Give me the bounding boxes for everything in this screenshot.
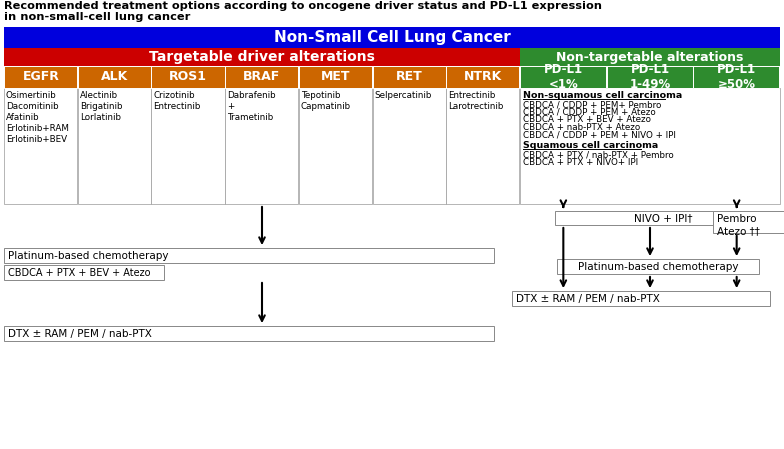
Text: ALK: ALK (101, 70, 129, 84)
Bar (372, 66, 446, 88)
Text: CBDCA + PTX + BEV + Atezo: CBDCA + PTX + BEV + Atezo (523, 115, 651, 124)
Text: PD-L1
≥50%: PD-L1 ≥50% (717, 63, 757, 91)
Bar (446, 88, 520, 204)
Text: PD-L1
1-49%: PD-L1 1-49% (630, 63, 670, 91)
Text: RET: RET (396, 70, 423, 84)
Bar (299, 66, 372, 88)
Text: Non-squamous cell carcinoma: Non-squamous cell carcinoma (523, 91, 682, 100)
Bar (520, 88, 780, 204)
Bar (4, 66, 77, 88)
Bar (4, 326, 494, 341)
Bar (520, 66, 606, 88)
Text: Selpercatinib: Selpercatinib (375, 91, 432, 100)
Text: Crizotinib
Entrectinib: Crizotinib Entrectinib (154, 91, 201, 111)
Text: CBDCA + PTX + BEV + Atezo: CBDCA + PTX + BEV + Atezo (8, 268, 151, 278)
Bar (4, 48, 520, 66)
Text: Non-Small Cell Lung Cancer: Non-Small Cell Lung Cancer (274, 30, 510, 45)
Bar (78, 88, 151, 204)
Text: EGFR: EGFR (23, 70, 60, 84)
Bar (225, 66, 299, 88)
Text: CBDCA + nab-PTX + Atezo: CBDCA + nab-PTX + Atezo (523, 123, 641, 132)
Bar (151, 88, 225, 204)
Text: Squamous cell carcinoma: Squamous cell carcinoma (523, 141, 659, 150)
Text: Tepotinib
Capmatinib: Tepotinib Capmatinib (301, 91, 351, 111)
Text: DTX ± RAM / PEM / nab-PTX: DTX ± RAM / PEM / nab-PTX (516, 294, 660, 304)
Bar (555, 211, 713, 225)
Text: Platinum-based chemotherapy: Platinum-based chemotherapy (578, 261, 739, 272)
Text: DTX ± RAM / PEM / nab-PTX: DTX ± RAM / PEM / nab-PTX (8, 329, 152, 339)
Text: Alectinib
Brigatinib
Lorlatinib: Alectinib Brigatinib Lorlatinib (80, 91, 122, 122)
Text: CBDCA / CDDP + PEM + Atezo: CBDCA / CDDP + PEM + Atezo (523, 107, 655, 116)
Text: NTRK: NTRK (464, 70, 503, 84)
Text: ROS1: ROS1 (169, 70, 207, 84)
Text: Osimertinib
Dacomitinib
Afatinib
Erlotinib+RAM
Erlotinib+BEV: Osimertinib Dacomitinib Afatinib Erlotin… (6, 91, 69, 145)
Text: CBDCA + PTX + NIVO+ IPI: CBDCA + PTX + NIVO+ IPI (523, 158, 638, 167)
Bar (693, 66, 779, 88)
Bar (4, 248, 494, 263)
Bar (4, 27, 780, 48)
Text: Platinum-based chemotherapy: Platinum-based chemotherapy (8, 251, 169, 261)
Text: Entrectinib
Larotrectinib: Entrectinib Larotrectinib (448, 91, 503, 111)
Text: CBDCA / CDDP + PEM + NIVO + IPI: CBDCA / CDDP + PEM + NIVO + IPI (523, 130, 676, 139)
Text: Pembro
Atezo ††: Pembro Atezo †† (717, 214, 760, 237)
Text: Recommended treatment options according to oncogene driver status and PD-L1 expr: Recommended treatment options according … (4, 1, 602, 11)
Bar (4, 88, 77, 204)
Bar (4, 265, 164, 280)
Text: MET: MET (321, 70, 350, 84)
Bar (225, 88, 299, 204)
Bar (151, 66, 225, 88)
Bar (607, 66, 693, 88)
Bar (446, 66, 520, 88)
Text: in non-small-cell lung cancer: in non-small-cell lung cancer (4, 12, 191, 22)
Text: CBDCA / CDDP + PEM+ Pembro: CBDCA / CDDP + PEM+ Pembro (523, 100, 662, 109)
Bar (520, 48, 780, 66)
Text: Non-targetable alterations: Non-targetable alterations (557, 50, 744, 63)
Bar (557, 259, 759, 274)
Bar (512, 291, 770, 306)
Text: PD-L1
<1%: PD-L1 <1% (544, 63, 583, 91)
Text: Dabrafenib
+
Trametinib: Dabrafenib + Trametinib (227, 91, 276, 122)
Text: BRAF: BRAF (243, 70, 281, 84)
Text: CBDCA + PTX / nab-PTX + Pembro: CBDCA + PTX / nab-PTX + Pembro (523, 150, 673, 159)
Bar (299, 88, 372, 204)
Text: Targetable driver alterations: Targetable driver alterations (149, 50, 375, 64)
Text: NIVO + IPI†: NIVO + IPI† (634, 213, 693, 223)
Bar (713, 211, 784, 233)
Bar (78, 66, 151, 88)
Bar (372, 88, 446, 204)
